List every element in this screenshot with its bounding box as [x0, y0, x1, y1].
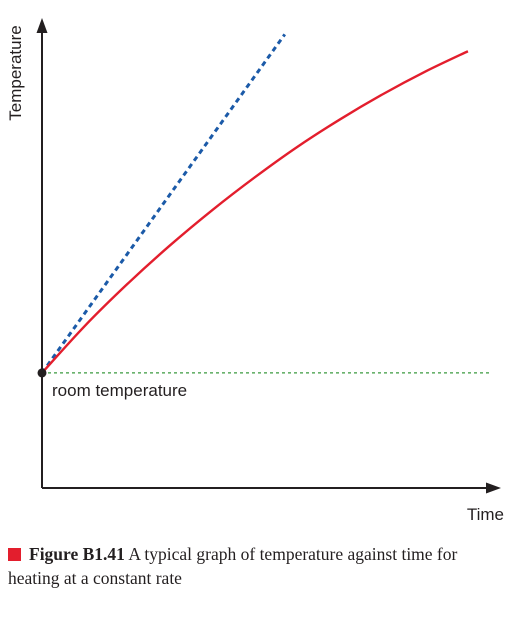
chart: Temperature Time room temperature — [6, 18, 504, 524]
start-point-marker — [37, 368, 47, 378]
y-axis-arrow — [36, 18, 48, 33]
room-temperature-label: room temperature — [52, 381, 187, 400]
figure-label: Figure B1.41 — [29, 544, 125, 564]
figure-caption: Figure B1.41 A typical graph of temperat… — [8, 542, 508, 590]
series-solid-line — [41, 50, 469, 374]
x-axis-arrow — [486, 482, 501, 494]
caption-text: A typical graph of temperature against t… — [8, 544, 458, 588]
x-axis-label: Time — [467, 505, 504, 524]
series-layer — [37, 33, 490, 378]
y-axis-label: Temperature — [6, 25, 25, 120]
caption-marker-icon — [8, 548, 21, 561]
series-dashed-line — [40, 33, 286, 374]
